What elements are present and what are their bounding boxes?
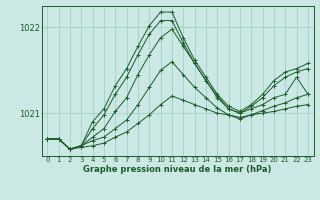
X-axis label: Graphe pression niveau de la mer (hPa): Graphe pression niveau de la mer (hPa) xyxy=(84,165,272,174)
